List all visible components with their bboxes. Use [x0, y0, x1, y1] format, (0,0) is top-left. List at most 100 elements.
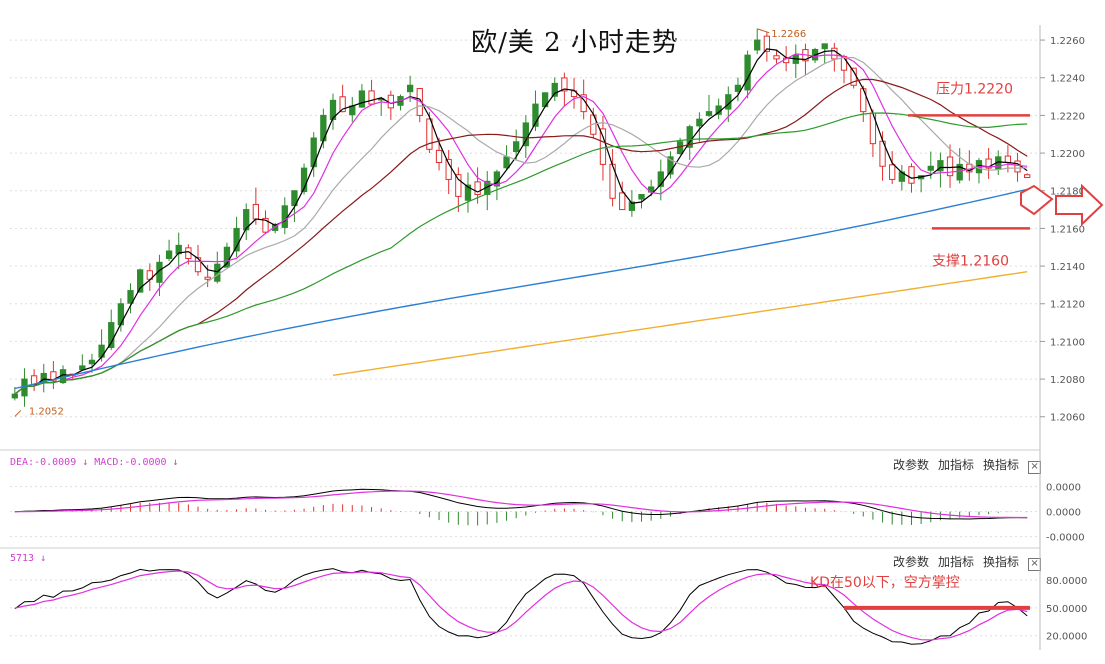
candle	[252, 203, 260, 220]
candle	[763, 35, 771, 52]
params-button[interactable]: 改参数	[893, 555, 930, 569]
chart-title: 欧/美 2 小时走势	[471, 28, 679, 58]
candle	[50, 371, 57, 382]
high-marker-label: 1.2266	[771, 29, 806, 40]
candle	[551, 82, 558, 97]
kd-annotation-label: KD在50以下，空方掌控	[810, 575, 960, 591]
candle	[455, 174, 462, 197]
candle	[300, 167, 308, 193]
candle	[657, 171, 664, 187]
ma10-line	[14, 53, 1028, 395]
candle	[676, 141, 684, 155]
candle	[368, 90, 375, 105]
y-tick-label: 1.2220	[1050, 111, 1085, 122]
candle	[349, 105, 356, 116]
candle	[754, 39, 761, 51]
add-indicator-button[interactable]: 加指标	[938, 458, 975, 472]
candle	[744, 54, 751, 91]
candle	[667, 156, 674, 175]
candle	[937, 160, 944, 172]
candle	[522, 122, 529, 147]
params-button[interactable]: 改参数	[893, 458, 930, 472]
y-tick-label: 1.2180	[1050, 187, 1085, 198]
macd-legend: DEA:-0.0009 ↓ MACD:-0.0000 ↓	[10, 457, 179, 468]
annotation-label: 压力1.2220	[936, 81, 1013, 97]
ma5-line	[14, 48, 1028, 395]
candle	[821, 43, 828, 50]
candle	[628, 201, 636, 211]
candle	[426, 118, 433, 150]
candle	[339, 96, 346, 113]
close-icon[interactable]: ×	[1028, 461, 1042, 474]
ma120-line	[14, 188, 1028, 390]
y-tick-label: 0.0000	[1046, 508, 1081, 519]
macd-histogram	[23, 502, 1028, 526]
arrow-icon	[1020, 184, 1054, 216]
y-tick-label: 1.2200	[1050, 149, 1085, 160]
kd-toolbar: 改参数 加指标 换指标 ×	[893, 553, 1050, 571]
arrow-icon	[1055, 183, 1104, 227]
candle	[686, 126, 693, 148]
candle	[532, 103, 539, 127]
candle	[435, 149, 443, 163]
low-marker-line	[14, 410, 22, 417]
candle	[127, 290, 134, 304]
ma20-line	[14, 57, 1028, 395]
candle	[696, 118, 703, 127]
switch-indicator-button[interactable]: 换指标	[983, 458, 1020, 472]
candle	[638, 194, 645, 200]
candle	[243, 209, 250, 231]
candle	[165, 250, 173, 259]
candle	[233, 227, 240, 252]
candle	[1004, 155, 1012, 163]
candle	[281, 205, 288, 228]
candle	[406, 84, 414, 93]
y-tick-label: 0.0000	[1046, 483, 1081, 494]
switch-indicator-button[interactable]: 换指标	[983, 555, 1020, 569]
ma60-line	[14, 112, 1028, 395]
candle	[464, 184, 472, 201]
high-marker-line	[757, 28, 770, 34]
candle	[513, 141, 520, 153]
candle	[985, 158, 992, 169]
y-tick-label: 1.2140	[1050, 262, 1085, 273]
candle	[1024, 174, 1031, 179]
dea-line	[14, 490, 1028, 519]
y-tick-label: 1.2160	[1050, 224, 1085, 235]
candle	[291, 190, 298, 207]
add-indicator-button[interactable]: 加指标	[938, 555, 975, 569]
candle	[329, 99, 337, 121]
ma250-line	[332, 271, 1028, 376]
annotation-label: 支撑1.2160	[932, 253, 1009, 269]
candle	[946, 156, 954, 177]
dif-line	[14, 488, 1028, 520]
macd-toolbar: 改参数 加指标 换指标 ×	[893, 456, 1050, 474]
candle	[137, 269, 144, 293]
candle	[223, 246, 231, 268]
candle	[773, 55, 780, 60]
candle	[927, 165, 934, 171]
candle	[619, 192, 626, 211]
candles	[11, 28, 1031, 407]
candle	[108, 322, 115, 348]
candle	[358, 90, 366, 108]
candle	[956, 163, 963, 181]
candle	[831, 47, 838, 60]
candle	[705, 111, 713, 116]
y-tick-label: 1.2100	[1050, 337, 1085, 348]
candle	[194, 257, 202, 273]
candle	[474, 181, 481, 196]
y-tick-label: 1.2240	[1050, 74, 1085, 85]
y-tick-label: 50.0000	[1046, 604, 1087, 615]
y-tick-label: 1.2120	[1050, 300, 1085, 311]
low-marker-label: 1.2052	[29, 406, 64, 417]
candle	[599, 128, 607, 165]
y-tick-label: 1.2060	[1050, 413, 1085, 424]
candle	[11, 393, 18, 399]
candle	[204, 276, 211, 280]
close-icon[interactable]: ×	[1028, 558, 1042, 571]
candle	[1014, 160, 1021, 173]
y-tick-label: 1.2260	[1050, 36, 1085, 47]
candle	[445, 158, 452, 180]
